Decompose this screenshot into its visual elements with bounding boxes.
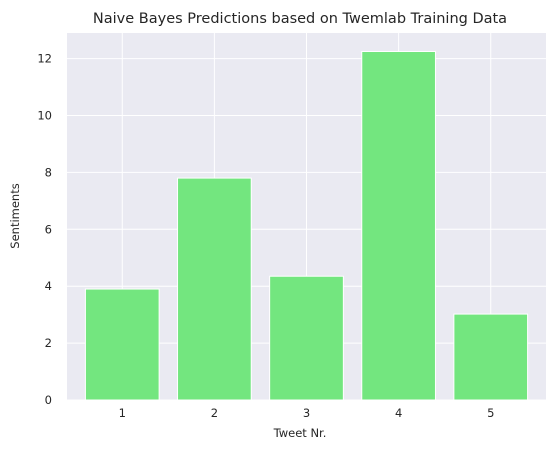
x-tick-label: 4: [395, 406, 402, 420]
x-tick-label: 3: [303, 406, 310, 420]
y-tick-labels: 0 2 4 6 8 10 12: [37, 52, 52, 407]
y-tick-label: 10: [37, 109, 52, 123]
y-tick-label: 6: [45, 222, 52, 236]
chart-title: Naive Bayes Predictions based on Twemlab…: [93, 11, 507, 27]
bar-3: [269, 275, 344, 401]
x-tick-label: 5: [487, 406, 494, 420]
bar-5: [453, 313, 529, 401]
y-tick-label: 4: [45, 279, 52, 293]
y-tick-label: 12: [37, 52, 52, 66]
x-tick-labels: 1 2 3 4 5: [119, 406, 495, 420]
x-axis-label: Tweet Nr.: [273, 426, 327, 440]
bar-2: [177, 177, 252, 401]
bars: [84, 50, 529, 401]
y-tick-label: 0: [45, 393, 52, 407]
y-tick-label: 8: [45, 165, 52, 179]
y-axis-label: Sentiments: [8, 183, 22, 248]
bar-1: [84, 288, 160, 401]
x-tick-label: 1: [119, 406, 126, 420]
x-tick-label: 2: [211, 406, 218, 420]
bar-4: [361, 50, 436, 401]
y-tick-label: 2: [45, 336, 52, 350]
